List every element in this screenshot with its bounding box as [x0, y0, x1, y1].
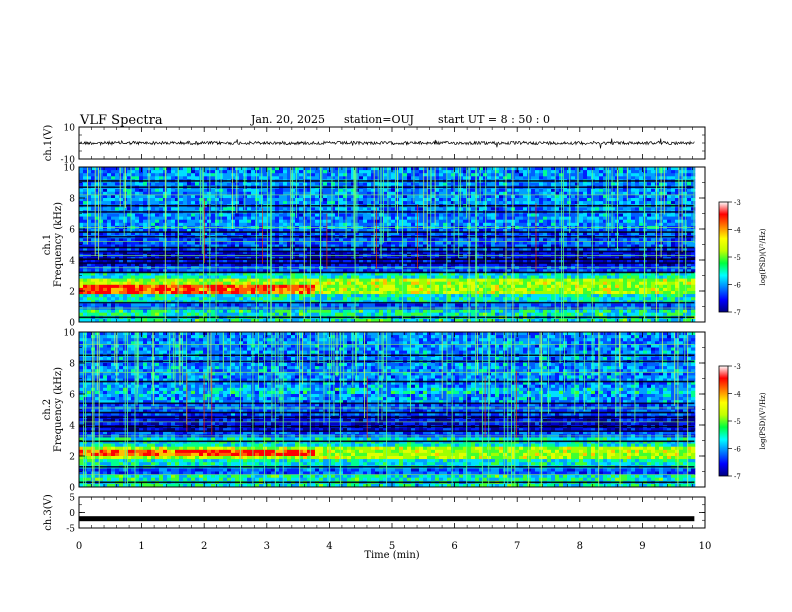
colorbar-tick-label: -4 — [734, 227, 741, 235]
date-label: Jan. 20, 2025 — [251, 113, 326, 126]
colorbar-tick-label: -5 — [734, 254, 741, 262]
x-tick-label: 9 — [639, 541, 645, 552]
waveform-trace — [78, 138, 695, 149]
colorbar-tick-label: -5 — [734, 418, 741, 426]
colorbar-tick-label: -7 — [734, 309, 741, 317]
y-tick-label: 2 — [69, 288, 75, 298]
ch2-spectrogram-panel: 0 2 4 6 8 10 ch.2 Frequency (kHz) — [42, 329, 706, 494]
colorbar-1: -3 -4 -5 -6 -7 log(PSD)(V²/Hz) — [718, 199, 767, 317]
y-tick-label: 4 — [69, 257, 75, 267]
colorbar-2: -3 -4 -5 -6 -7 log(PSD)(V²/Hz) — [718, 363, 767, 481]
x-tick-label: 8 — [577, 541, 583, 552]
y-axis-label: ch.1(V) — [43, 125, 54, 162]
colorbar-tick-label: -6 — [734, 282, 741, 290]
x-axis-label: Time (min) — [364, 550, 419, 561]
colorbar-label: log(PSD)(V²/Hz) — [759, 392, 767, 449]
ch1-waveform-panel: 10 -10 ch.1(V) — [43, 124, 706, 166]
y-axis-label: ch.1 — [42, 234, 53, 256]
x-tick-label: 1 — [138, 541, 144, 552]
y-tick-label: 6 — [69, 226, 75, 236]
x-tick-label: 10 — [699, 541, 712, 552]
y-axis-label-2: Frequency (kHz) — [53, 202, 64, 287]
colorbar-tick-label: -7 — [734, 473, 741, 481]
colorbar-tick-label: -4 — [734, 391, 741, 399]
x-tick-label: 5 — [389, 541, 395, 552]
x-tick-label: 3 — [264, 541, 270, 552]
x-tick-label: 7 — [514, 541, 520, 552]
colorbar-label: log(PSD)(V²/Hz) — [759, 228, 767, 285]
y-tick-label: 8 — [69, 195, 75, 205]
figure-title: VLF Spectra — [80, 113, 163, 128]
y-tick-label: 0 — [69, 484, 75, 494]
y-tick-label: -10 — [61, 156, 76, 166]
colorbar-tick-label: -6 — [734, 446, 741, 454]
ch3-waveform-panel: 5 0 -5 ch.3(V) — [43, 494, 706, 535]
station-label: station=OUJ — [344, 113, 414, 126]
x-tick-label: 0 — [76, 541, 82, 552]
y-tick-label: 10 — [64, 329, 76, 339]
y-tick-label: 0 — [69, 509, 75, 519]
y-axis-label: ch.3(V) — [43, 494, 54, 531]
y-tick-label: 10 — [64, 164, 76, 174]
y-axis-label-2: Frequency (kHz) — [53, 367, 64, 452]
colorbar-tick-label: -3 — [734, 363, 741, 371]
x-tick-label: 4 — [326, 541, 332, 552]
x-tick-label: 6 — [451, 541, 457, 552]
y-tick-label: -5 — [66, 525, 75, 535]
y-tick-label: 8 — [69, 360, 75, 370]
y-tick-label: 6 — [69, 391, 75, 401]
ch1-spectrogram-panel: 0 2 4 6 8 10 ch.1 Frequency (kHz) — [42, 164, 706, 329]
y-tick-label: 10 — [64, 124, 76, 134]
start-ut-label: start UT = 8 : 50 : 0 — [438, 113, 551, 126]
y-tick-label: 5 — [69, 494, 75, 504]
x-tick-label: 2 — [201, 541, 207, 552]
y-tick-label: 0 — [69, 319, 75, 329]
y-tick-label: 4 — [69, 422, 75, 432]
y-tick-label: 2 — [69, 453, 75, 463]
waveform-trace — [79, 516, 695, 522]
y-axis-label: ch.2 — [42, 399, 53, 421]
colorbar-tick-label: -3 — [734, 199, 741, 207]
